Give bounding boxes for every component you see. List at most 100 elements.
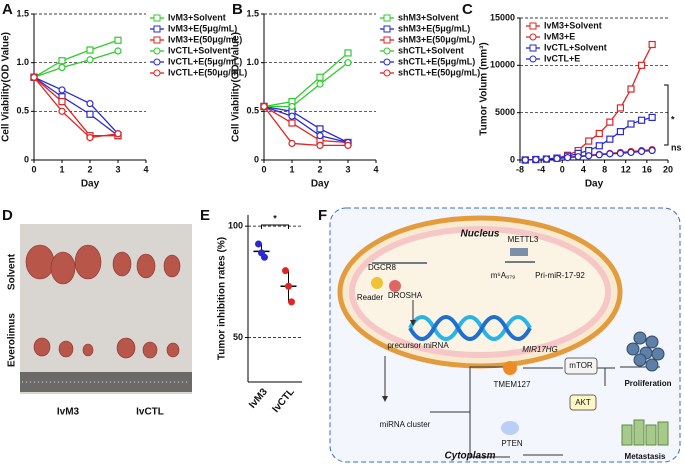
y-tick-label: 0 — [510, 154, 515, 164]
y-tick-label: 50 — [233, 332, 243, 342]
legend-label: shCTL+E(50μg/mL) — [398, 67, 480, 77]
panel-letter: E — [200, 207, 210, 224]
panel-letter: F — [318, 207, 327, 224]
legend-label: IvM3+E(5μg/mL) — [168, 23, 237, 33]
legend-label: IvM3+Solvent — [168, 12, 226, 22]
series-line — [263, 105, 349, 144]
akt-box — [569, 394, 597, 411]
x-tick-label: 0 — [31, 164, 36, 174]
marker — [627, 148, 635, 157]
marker — [58, 57, 66, 65]
marker — [585, 137, 593, 145]
x-tick-label: 0 — [560, 164, 565, 174]
legend-marker — [383, 47, 391, 55]
marker — [30, 73, 38, 81]
marker — [637, 116, 646, 124]
y-tick-label: 1.0 — [16, 57, 29, 67]
x-axis-label: Day — [311, 179, 330, 190]
legend-label: IvCTL+E(50μg/mL) — [168, 67, 247, 77]
x-tick-label: 0 — [261, 164, 266, 174]
label: precursor miRNA — [387, 341, 449, 350]
series-line — [33, 76, 119, 137]
y-tick-label: 5000 — [495, 107, 515, 117]
marker — [606, 118, 614, 126]
legend-marker — [153, 69, 161, 77]
marker — [86, 134, 94, 142]
x-tick-label: 1 — [59, 164, 64, 174]
marker — [616, 149, 625, 157]
legend-label: IvCTL+Solvent — [168, 45, 231, 55]
series-line — [263, 105, 349, 144]
panel-letter: D — [2, 207, 13, 224]
legend-label: shCTL+E(5μg/mL) — [398, 56, 475, 66]
label: Proliferation — [624, 379, 671, 388]
legend-marker — [153, 14, 161, 22]
bracket — [664, 84, 669, 146]
legend-marker — [153, 58, 161, 66]
label: Metastasis — [625, 452, 666, 461]
series-line — [263, 52, 349, 108]
label: AKT — [575, 398, 591, 407]
x-axis-label: Day — [81, 179, 100, 190]
pten-node — [501, 421, 519, 435]
legend-marker — [153, 36, 161, 44]
marker — [316, 80, 324, 88]
marker — [344, 59, 352, 67]
x-tick-label: 16 — [642, 164, 652, 174]
dot — [261, 253, 268, 261]
legend-label: shM3+E(50μg/mL) — [398, 34, 475, 44]
marker — [606, 135, 614, 143]
column-label: IvCTL — [136, 407, 164, 418]
annotation: * — [273, 213, 277, 223]
annotation: * — [671, 114, 675, 124]
label: mTOR — [569, 361, 593, 370]
y-tick-label: 10000 — [490, 60, 515, 70]
legend-label: IvM3+E(50μg/mL) — [168, 34, 242, 44]
marker — [606, 150, 614, 158]
legend-label: IvM3+E — [544, 31, 575, 41]
y-tick-label: 0.5 — [246, 106, 259, 116]
marker — [58, 97, 66, 106]
y-tick-label: 1.5 — [16, 8, 29, 18]
x-tick-label: 20 — [663, 164, 673, 174]
dna — [408, 315, 532, 341]
marker — [316, 141, 324, 149]
marker — [316, 125, 324, 133]
marker — [114, 130, 122, 138]
photo: Solvent Everolimus IvM3 IvCTL — [7, 224, 192, 418]
label: Nucleus — [461, 229, 500, 240]
marker — [648, 146, 656, 155]
marker — [585, 152, 593, 160]
marker — [288, 139, 296, 148]
y-axis-label: Cell Viability(OD Value) — [231, 32, 242, 142]
legend-marker — [153, 47, 161, 55]
dot — [255, 240, 262, 248]
legend-label: IvCTL+E(5μg/mL) — [168, 56, 242, 66]
legend-marker — [383, 36, 391, 44]
marker — [344, 49, 352, 57]
y-tick-label: 0 — [254, 154, 259, 164]
marker — [86, 56, 94, 64]
x-tick-label: 4 — [373, 164, 378, 174]
marker — [86, 99, 94, 108]
y-tick-label: 1.0 — [246, 57, 259, 67]
legend-marker — [529, 33, 537, 41]
marker — [288, 102, 296, 111]
label: DGCR8 — [368, 263, 397, 272]
legend-marker — [529, 55, 537, 63]
marker — [316, 73, 324, 81]
row-label: Solvent — [7, 253, 18, 290]
marker — [114, 36, 122, 44]
marker — [553, 154, 561, 163]
label: PTEN — [501, 439, 523, 448]
series-line — [263, 105, 349, 144]
y-tick-label: 15000 — [490, 12, 515, 22]
marker — [344, 141, 352, 149]
marker — [521, 156, 529, 164]
x-tick-label: 3 — [345, 164, 350, 174]
legend-marker — [529, 44, 537, 52]
dot — [285, 282, 292, 290]
marker — [574, 153, 582, 161]
legend-marker — [383, 25, 391, 33]
marker — [58, 86, 66, 94]
